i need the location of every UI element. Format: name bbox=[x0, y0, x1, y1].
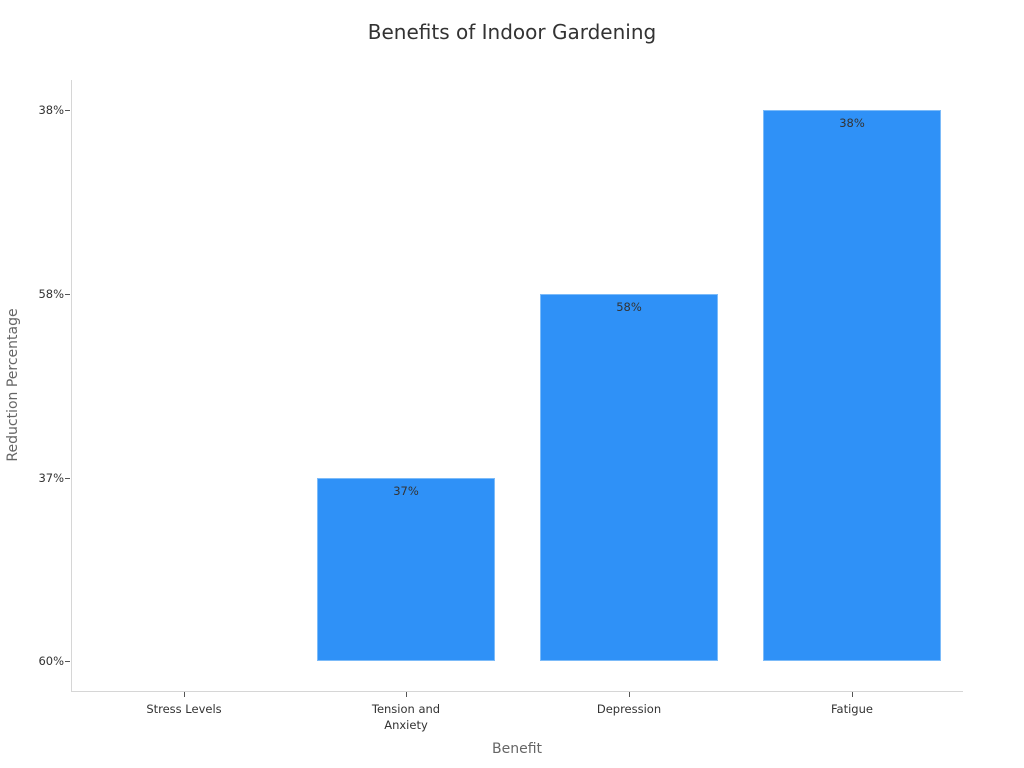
y-tick-mark bbox=[65, 110, 70, 111]
y-tick: 58% bbox=[0, 287, 71, 308]
x-axis-line bbox=[71, 691, 963, 692]
bar-value-label: 58% bbox=[616, 300, 642, 314]
x-tick-label: Tension and Anxiety bbox=[371, 702, 441, 732]
y-tick-mark bbox=[65, 478, 70, 479]
y-tick-mark bbox=[65, 294, 70, 295]
y-tick: 37% bbox=[0, 471, 71, 492]
x-tick-mark bbox=[183, 692, 185, 697]
y-tick: 38% bbox=[0, 103, 71, 124]
bar-value-label: 38% bbox=[839, 116, 865, 130]
x-tick-depression: Depression bbox=[549, 692, 709, 717]
bar-tension-and-anxiety: 37% bbox=[317, 478, 495, 661]
x-tick-label: Stress Levels bbox=[146, 702, 222, 716]
x-tick-mark bbox=[405, 692, 407, 697]
y-tick-label: 58% bbox=[38, 287, 64, 301]
y-tick-mark bbox=[65, 661, 70, 662]
y-axis-label: Reduction Percentage bbox=[5, 308, 21, 462]
x-tick-label: Fatigue bbox=[831, 702, 873, 716]
bar-value-label: 37% bbox=[393, 484, 419, 498]
y-axis-line bbox=[71, 80, 72, 692]
y-tick-label: 37% bbox=[38, 471, 64, 485]
x-tick-stress-levels: Stress Levels bbox=[104, 692, 264, 717]
x-axis-label: Benefit bbox=[491, 741, 542, 757]
x-tick-label: Depression bbox=[596, 702, 662, 716]
chart-title: Benefits of Indoor Gardening bbox=[367, 20, 657, 44]
bar-fatigue: 38% bbox=[763, 110, 941, 661]
x-tick-mark bbox=[851, 692, 853, 697]
bar-depression: 58% bbox=[540, 294, 718, 661]
x-tick-tension-and-anxiety: Tension and Anxiety bbox=[326, 692, 486, 733]
x-tick-fatigue: Fatigue bbox=[772, 692, 932, 717]
x-tick-mark bbox=[628, 692, 630, 697]
y-tick-label: 38% bbox=[38, 103, 64, 117]
y-tick-label: 60% bbox=[38, 654, 64, 668]
y-tick: 60% bbox=[0, 654, 71, 675]
